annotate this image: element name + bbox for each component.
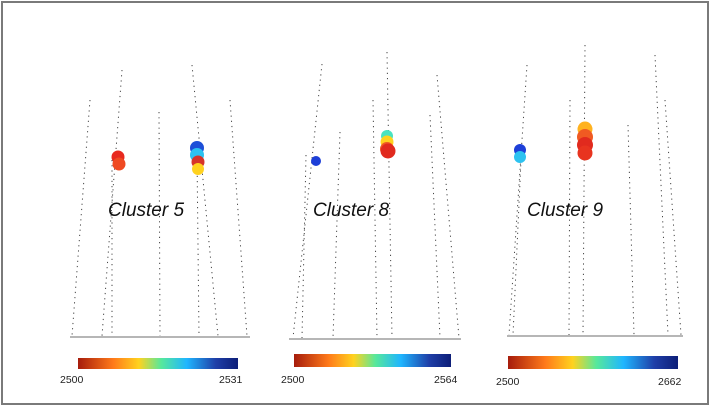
colorbar-max-label: 2531 xyxy=(219,374,243,386)
well-traces xyxy=(508,44,682,336)
well-traces xyxy=(71,64,248,337)
event-markers xyxy=(111,141,205,175)
cluster-label: Cluster 8 xyxy=(313,200,389,221)
colorbar-min-label: 2500 xyxy=(281,374,305,386)
colorbar xyxy=(508,356,678,369)
colorbar-max-label: 2662 xyxy=(658,376,682,388)
event-markers xyxy=(311,130,396,166)
colorbar xyxy=(78,358,238,369)
event-markers xyxy=(514,121,593,163)
cluster-label: Cluster 5 xyxy=(108,200,184,221)
well-traces xyxy=(292,51,460,339)
colorbar-min-label: 2500 xyxy=(60,374,84,386)
cluster-5-panel: Cluster 5 2500 2531 xyxy=(60,64,250,386)
colorbar xyxy=(294,354,451,367)
colorbar-max-label: 2564 xyxy=(434,374,458,386)
colorbar-min-label: 2500 xyxy=(496,376,520,388)
cluster-9-panel: Cluster 9 2500 2662 xyxy=(496,44,683,388)
cluster-8-panel: Cluster 8 2500 2564 xyxy=(281,51,461,386)
cluster-label: Cluster 9 xyxy=(527,200,603,221)
